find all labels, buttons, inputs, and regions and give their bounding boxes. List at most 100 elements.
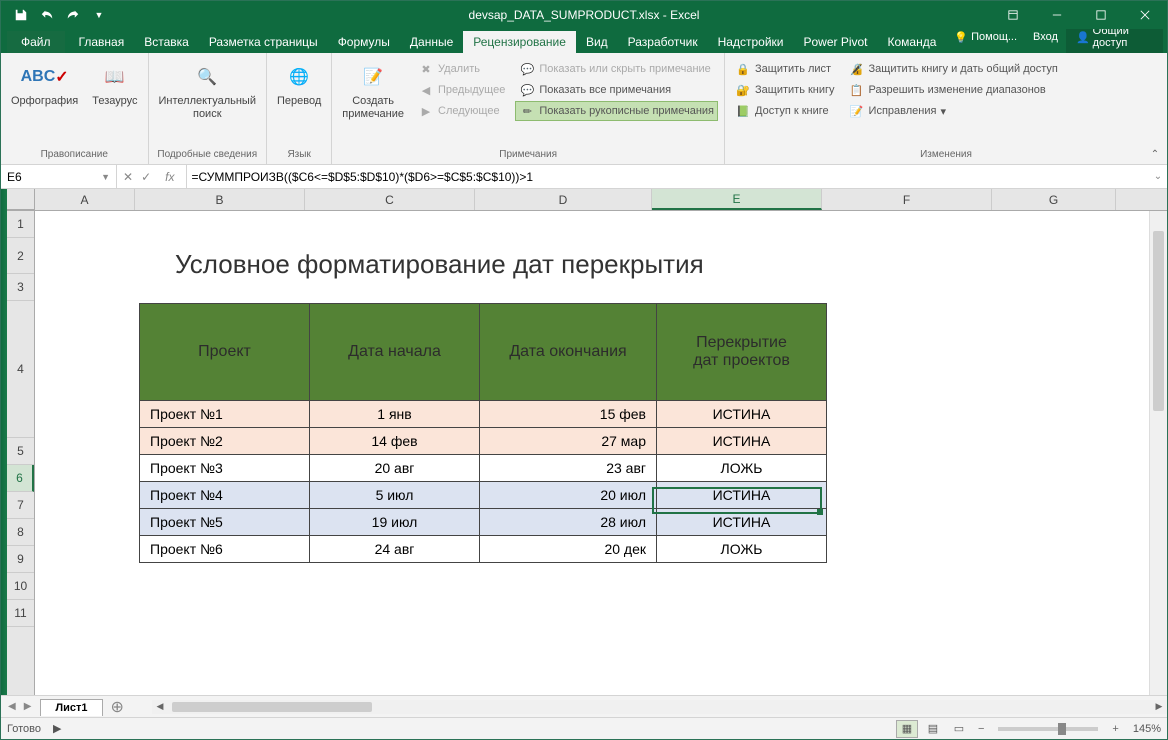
table-cell[interactable]: 23 авг bbox=[480, 455, 657, 482]
table-cell[interactable]: ЛОЖЬ bbox=[657, 455, 827, 482]
table-cell[interactable]: 19 июл bbox=[310, 509, 480, 536]
page-layout-button[interactable]: ▤ bbox=[922, 720, 944, 738]
table-cell[interactable]: 20 июл bbox=[480, 482, 657, 509]
table-cell[interactable]: 24 авг bbox=[310, 536, 480, 563]
table-cell[interactable]: 14 фев bbox=[310, 428, 480, 455]
tell-me[interactable]: 💡Помощ... bbox=[946, 29, 1025, 46]
tab-главная[interactable]: Главная bbox=[69, 31, 135, 53]
page-break-button[interactable]: ▭ bbox=[948, 720, 970, 738]
namebox-dropdown-icon[interactable]: ▼ bbox=[101, 172, 110, 182]
undo-icon[interactable] bbox=[35, 3, 59, 27]
col-header-C[interactable]: C bbox=[305, 189, 475, 210]
horizontal-scrollbar[interactable]: ◀ ▶ bbox=[152, 700, 1167, 714]
fx-icon[interactable]: fx bbox=[159, 170, 180, 184]
zoom-slider[interactable] bbox=[998, 727, 1098, 731]
table-cell[interactable]: ИСТИНА bbox=[657, 509, 827, 536]
table-cell[interactable]: 15 фев bbox=[480, 401, 657, 428]
col-header-G[interactable]: G bbox=[992, 189, 1116, 210]
zoom-in-button[interactable]: + bbox=[1108, 723, 1122, 735]
formula-input[interactable] bbox=[187, 170, 1149, 184]
table-cell[interactable]: Проект №2 bbox=[140, 428, 310, 455]
col-header-E[interactable]: E bbox=[652, 189, 822, 210]
redo-icon[interactable] bbox=[61, 3, 85, 27]
col-header-F[interactable]: F bbox=[822, 189, 992, 210]
row-header-3[interactable]: 3 bbox=[7, 274, 34, 301]
share-workbook-button[interactable]: 📗Доступ к книге bbox=[731, 101, 839, 121]
tab-надстройки[interactable]: Надстройки bbox=[708, 31, 794, 53]
row-header-4[interactable]: 4 bbox=[7, 301, 34, 438]
table-cell[interactable]: 28 июл bbox=[480, 509, 657, 536]
table-cell[interactable]: 5 июл bbox=[310, 482, 480, 509]
normal-view-button[interactable]: ▦ bbox=[896, 720, 918, 738]
protect-share-button[interactable]: 🔏Защитить книгу и дать общий доступ bbox=[845, 59, 1062, 79]
save-icon[interactable] bbox=[9, 3, 33, 27]
select-all-corner[interactable] bbox=[7, 189, 35, 210]
cells-area[interactable]: Условное форматирование дат перекрытия П… bbox=[35, 211, 1149, 695]
qat-customize-icon[interactable]: ▼ bbox=[87, 3, 111, 27]
close-button[interactable] bbox=[1123, 1, 1167, 29]
show-all-comments-button[interactable]: 💬Показать все примечания bbox=[515, 80, 718, 100]
table-cell[interactable]: Проект №5 bbox=[140, 509, 310, 536]
tab-разметка-страницы[interactable]: Разметка страницы bbox=[199, 31, 328, 53]
table-cell[interactable]: Проект №1 bbox=[140, 401, 310, 428]
row-header-11[interactable]: 11 bbox=[7, 600, 34, 627]
row-header-2[interactable]: 2 bbox=[7, 238, 34, 274]
protect-workbook-button[interactable]: 🔐Защитить книгу bbox=[731, 80, 839, 100]
tab-file[interactable]: Файл bbox=[7, 31, 65, 53]
tab-данные[interactable]: Данные bbox=[400, 31, 463, 53]
ribbon-options-icon[interactable] bbox=[991, 1, 1035, 29]
table-cell[interactable]: Проект №4 bbox=[140, 482, 310, 509]
table-cell[interactable]: Проект №6 bbox=[140, 536, 310, 563]
translate-button[interactable]: 🌐 Перевод bbox=[273, 59, 325, 110]
expand-formula-icon[interactable]: ⌄ bbox=[1149, 171, 1167, 182]
tab-вид[interactable]: Вид bbox=[576, 31, 618, 53]
table-cell[interactable]: ИСТИНА bbox=[657, 428, 827, 455]
allow-ranges-button[interactable]: 📋Разрешить изменение диапазонов bbox=[845, 80, 1062, 100]
tab-first-icon[interactable]: ◀ bbox=[5, 701, 19, 712]
tab-формулы[interactable]: Формулы bbox=[328, 31, 400, 53]
spelling-button[interactable]: ABC✓ Орфография bbox=[7, 59, 82, 110]
cancel-formula-icon[interactable]: ✕ bbox=[123, 170, 133, 184]
cell-reference-input[interactable] bbox=[7, 170, 101, 184]
table-cell[interactable]: ИСТИНА bbox=[657, 401, 827, 428]
row-header-5[interactable]: 5 bbox=[7, 438, 34, 465]
tab-вставка[interactable]: Вставка bbox=[134, 31, 199, 53]
row-header-7[interactable]: 7 bbox=[7, 492, 34, 519]
zoom-out-button[interactable]: − bbox=[974, 723, 988, 735]
protect-sheet-button[interactable]: 🔒Защитить лист bbox=[731, 59, 839, 79]
scroll-left-icon[interactable]: ◀ bbox=[152, 701, 168, 712]
row-header-10[interactable]: 10 bbox=[7, 573, 34, 600]
accept-formula-icon[interactable]: ✓ bbox=[141, 170, 151, 184]
table-cell[interactable]: ЛОЖЬ bbox=[657, 536, 827, 563]
scroll-right-icon[interactable]: ▶ bbox=[1151, 701, 1167, 712]
tab-команда[interactable]: Команда bbox=[878, 31, 947, 53]
smart-lookup-button[interactable]: 🔍 Интеллектуальный поиск bbox=[155, 59, 260, 123]
show-ink-button[interactable]: ✏Показать рукописные примечания bbox=[515, 101, 718, 121]
new-comment-button[interactable]: 📝 Создать примечание bbox=[338, 59, 408, 123]
maximize-button[interactable] bbox=[1079, 1, 1123, 29]
tab-power-pivot[interactable]: Power Pivot bbox=[793, 31, 877, 53]
col-header-B[interactable]: B bbox=[135, 189, 305, 210]
table-cell[interactable]: Проект №3 bbox=[140, 455, 310, 482]
collapse-ribbon-icon[interactable]: ⌃ bbox=[1147, 146, 1163, 162]
col-header-D[interactable]: D bbox=[475, 189, 652, 210]
col-header-A[interactable]: A bbox=[35, 189, 135, 210]
track-changes-button[interactable]: 📝Исправления ▾ bbox=[845, 101, 1062, 121]
macro-record-icon[interactable]: ▶ bbox=[53, 722, 61, 735]
tab-разработчик[interactable]: Разработчик bbox=[618, 31, 708, 53]
row-header-1[interactable]: 1 bbox=[7, 211, 34, 238]
table-cell[interactable]: 1 янв bbox=[310, 401, 480, 428]
row-header-6[interactable]: 6 bbox=[7, 465, 34, 492]
sheet-tab-active[interactable]: Лист1 bbox=[40, 699, 102, 716]
table-cell[interactable]: 20 дек bbox=[480, 536, 657, 563]
tab-рецензирование[interactable]: Рецензирование bbox=[463, 31, 576, 53]
table-cell[interactable]: 20 авг bbox=[310, 455, 480, 482]
signin-button[interactable]: Вход bbox=[1025, 29, 1066, 45]
thesaurus-button[interactable]: 📖 Тезаурус bbox=[88, 59, 141, 110]
row-header-8[interactable]: 8 bbox=[7, 519, 34, 546]
add-sheet-button[interactable]: ⊕ bbox=[103, 697, 132, 717]
vertical-scrollbar[interactable] bbox=[1149, 211, 1167, 695]
minimize-button[interactable] bbox=[1035, 1, 1079, 29]
name-box[interactable]: ▼ bbox=[1, 165, 117, 188]
table-cell[interactable]: 27 мар bbox=[480, 428, 657, 455]
